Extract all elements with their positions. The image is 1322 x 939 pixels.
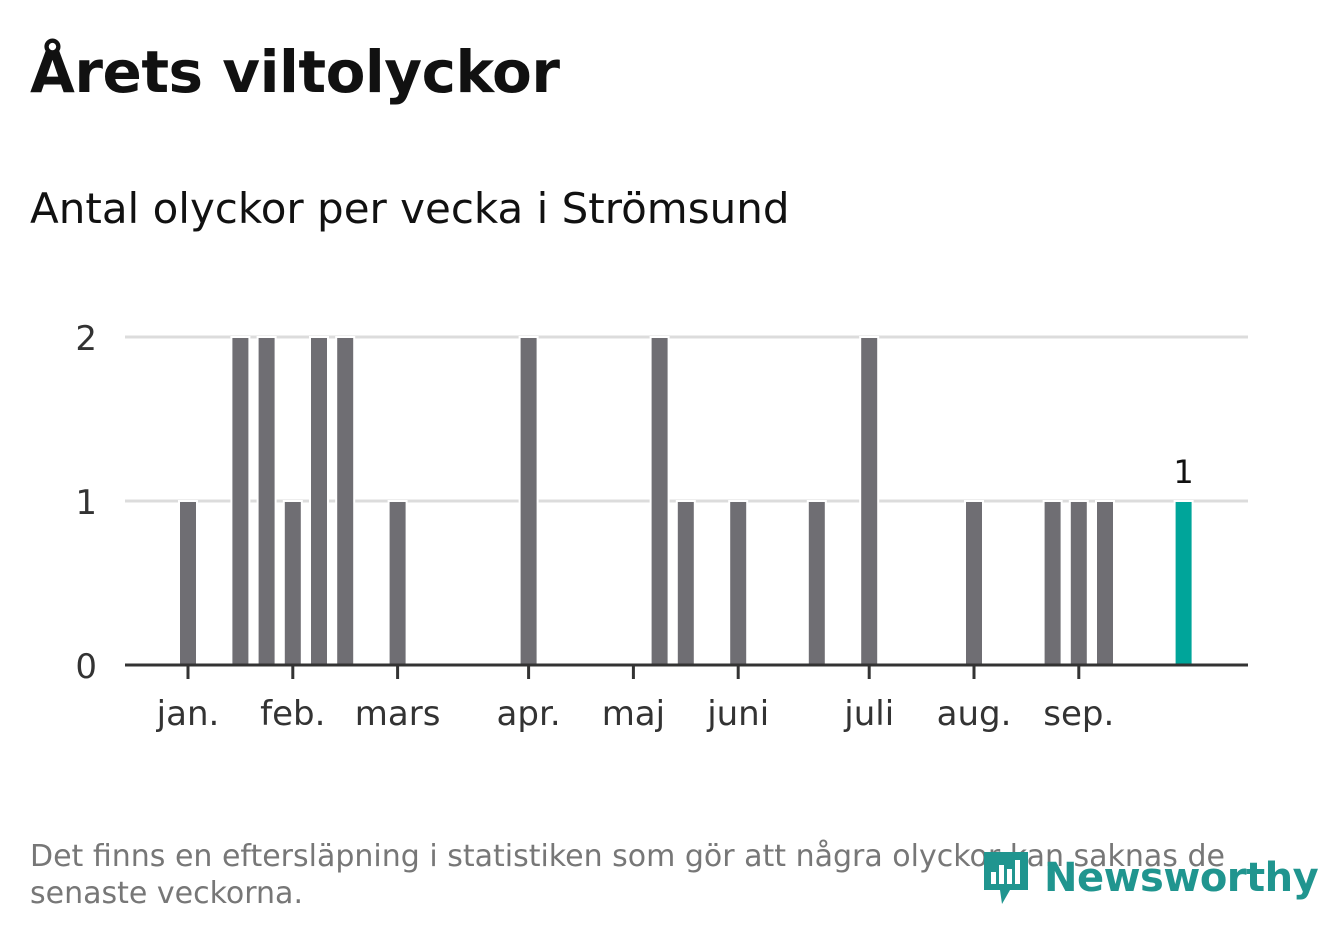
bar	[309, 336, 329, 666]
bar	[964, 500, 984, 666]
bar	[1095, 500, 1115, 666]
bar	[230, 336, 251, 666]
bar	[1042, 500, 1063, 666]
bar-chart: 012 jan. feb. mars apr. maj juni juli aug. sep. …	[75, 319, 1248, 734]
bar	[387, 500, 408, 666]
x-tick-label: maj	[602, 694, 665, 734]
bar	[806, 500, 827, 666]
bar	[256, 336, 277, 666]
y-tick-label: 1	[75, 483, 97, 523]
x-tick-label: jan.	[156, 694, 220, 734]
x-tick-label: aug.	[937, 694, 1012, 734]
chart-title: Årets viltolyckor	[30, 38, 560, 106]
bar	[649, 336, 670, 666]
bar	[1068, 500, 1089, 666]
x-tick-label: juli	[843, 694, 894, 734]
bar	[335, 336, 356, 666]
bar	[518, 336, 539, 666]
x-tick-label: mars	[355, 694, 441, 734]
brand-logo: Newsworthy	[980, 848, 1319, 908]
annotations: 1	[1173, 453, 1193, 491]
bar	[728, 500, 749, 666]
x-tick-label: juni	[706, 694, 769, 734]
x-tick-label: apr.	[497, 694, 561, 734]
bar	[675, 500, 696, 666]
bar-highlight	[1173, 500, 1194, 666]
data-label-highlight: 1	[1173, 453, 1193, 491]
bar	[178, 500, 198, 666]
brand-name: Newsworthy	[1044, 855, 1319, 901]
chart-subtitle: Antal olyckor per vecka i Strömsund	[30, 184, 790, 233]
bar	[282, 500, 303, 666]
x-tick-labels: jan. feb. mars apr. maj juni juli aug. sep.	[156, 694, 1115, 734]
bar	[859, 336, 880, 666]
x-tick-label: feb.	[260, 694, 325, 734]
bar-chart-speech-bubble-icon	[984, 852, 1028, 904]
x-axis	[125, 663, 1248, 679]
y-tick-labels: 0 1 2	[75, 319, 97, 687]
y-tick-label: 2	[75, 319, 97, 359]
x-tick-label: sep.	[1043, 694, 1114, 734]
gridlines	[125, 335, 1248, 503]
y-tick-label: 0	[75, 647, 97, 687]
